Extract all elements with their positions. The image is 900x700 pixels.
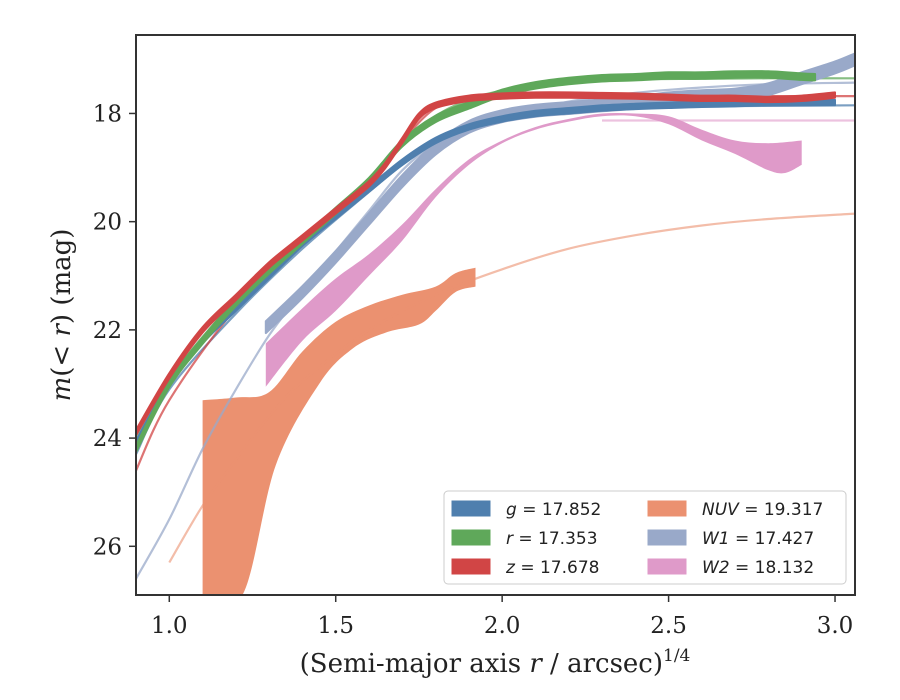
y-axis-label: m(< r) (mag) xyxy=(47,229,77,402)
plot-frame xyxy=(135,34,856,596)
legend-entry-g: g = 17.852 xyxy=(506,500,601,520)
legend-frame xyxy=(443,490,847,585)
y-tick-label: 26 xyxy=(93,534,122,560)
legend-entry-z: z = 17.678 xyxy=(505,558,599,578)
y-tick-label: 20 xyxy=(93,210,122,236)
x-tick-label: 2.5 xyxy=(650,613,687,639)
x-tick-label: 3.0 xyxy=(817,613,854,639)
profile-band-z xyxy=(136,91,836,437)
y-axis: 18 20 22 24 26 xyxy=(93,101,136,560)
x-tick-label: 2.0 xyxy=(484,613,521,639)
x-tick-label: 1.0 xyxy=(151,613,188,639)
model-line-w1 xyxy=(136,81,855,580)
legend-entry-r: r = 17.353 xyxy=(506,529,598,549)
legend-swatch-w2 xyxy=(647,558,687,575)
model-line-nuv xyxy=(168,212,855,564)
x-axis: 1.0 1.5 2.0 2.5 3.0 xyxy=(151,595,853,639)
legend: g = 17.852 r = 17.353 z = 17.678 NUV = 19.3… xyxy=(443,490,847,585)
profile-layer xyxy=(136,52,855,454)
legend-swatch-g xyxy=(451,500,491,517)
legend-swatch-nuv xyxy=(647,500,687,517)
legend-entry-w2: W2 = 18.132 xyxy=(702,558,814,578)
x-tick-label: 1.5 xyxy=(317,613,354,639)
legend-swatch-w1 xyxy=(647,529,687,546)
x-axis-label: (Semi-major axis r / arcsec)1/4 xyxy=(300,646,691,679)
legend-entry-nuv: NUV = 19.317 xyxy=(702,500,823,520)
y-tick-label: 24 xyxy=(93,426,122,452)
y-tick-label: 18 xyxy=(93,101,122,127)
legend-entry-w1: W1 = 17.427 xyxy=(702,529,814,549)
legend-swatch-r xyxy=(451,529,491,546)
legend-swatch-z xyxy=(451,558,491,575)
y-tick-label: 22 xyxy=(93,318,122,344)
